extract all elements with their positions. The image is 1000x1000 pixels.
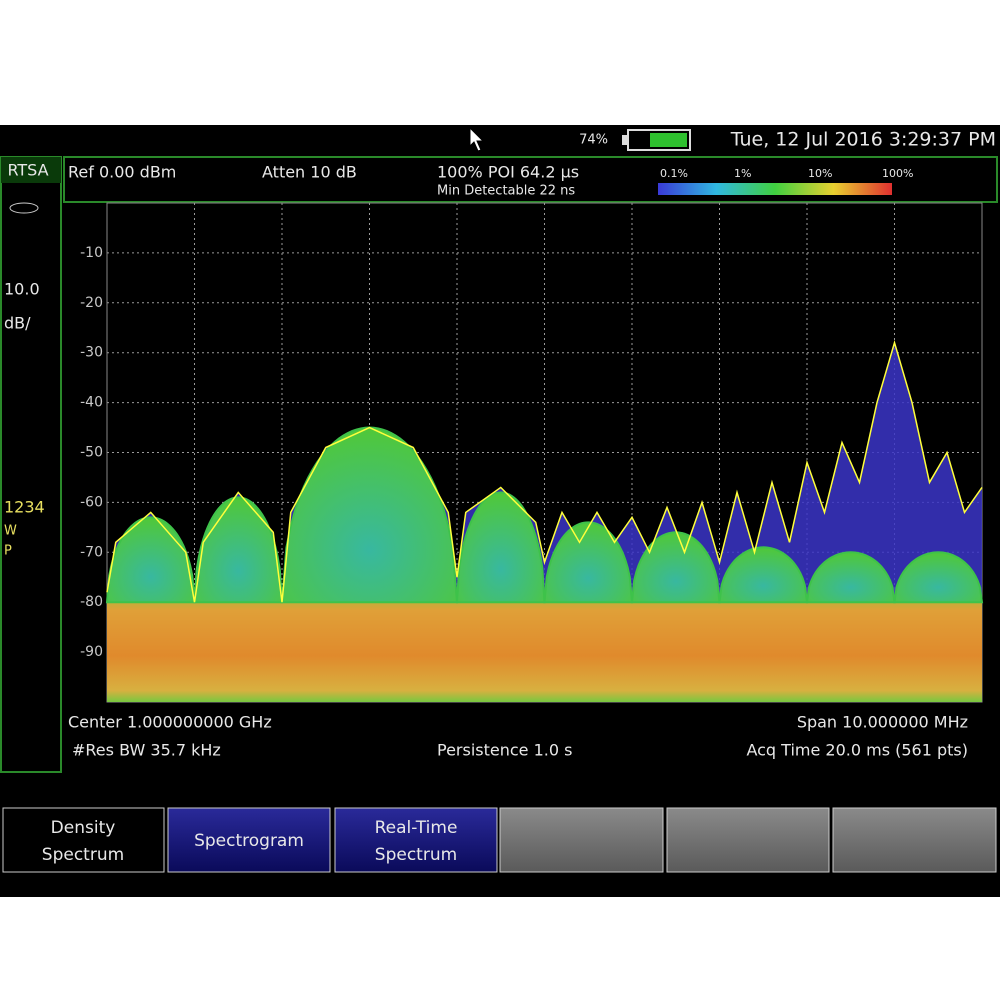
scale-unit: dB/ <box>4 314 31 333</box>
density-colorbar <box>658 183 892 195</box>
battery-level <box>650 133 687 147</box>
trace-w: W <box>4 524 17 539</box>
header-box <box>63 156 998 203</box>
density-lobe <box>543 521 634 604</box>
y-tick-label: -70 <box>80 544 103 560</box>
noise-band <box>107 587 982 702</box>
battery-percent: 74% <box>579 133 608 148</box>
softkey[interactable] <box>2 807 165 873</box>
y-tick-label: -10 <box>80 245 103 261</box>
density-lobe <box>105 516 196 604</box>
scale-value: 10.0 <box>4 280 40 299</box>
y-tick-label: -20 <box>80 295 103 311</box>
trace-line <box>106 340 983 603</box>
softkey[interactable] <box>499 807 664 873</box>
mode-label: RTSA <box>7 161 48 180</box>
poi: 100% POI 64.2 µs <box>437 163 579 182</box>
persistence: Persistence 1.0 s <box>437 741 572 760</box>
softkey-label: Real-Time <box>375 818 458 838</box>
softkey-label: Density <box>51 818 116 838</box>
acq-time: Acq Time 20.0 ms (561 pts) <box>746 741 968 760</box>
colorbar-label: 100% <box>882 167 913 180</box>
softkey-label: Spectrum <box>42 845 124 865</box>
datetime: Tue, 12 Jul 2016 3:29:37 PM <box>730 129 996 151</box>
softkey[interactable] <box>832 807 997 873</box>
softkey[interactable] <box>334 807 498 873</box>
center-freq: Center 1.000000000 GHz <box>68 713 272 732</box>
attenuation: Atten 10 dB <box>262 163 357 182</box>
density-lobe <box>455 491 546 604</box>
span: Span 10.000000 MHz <box>797 713 968 732</box>
trace-p: P <box>4 544 12 559</box>
softkey[interactable] <box>666 807 830 873</box>
softkey-label: Spectrum <box>375 845 457 865</box>
y-tick-label: -60 <box>80 494 103 510</box>
rbw: #Res BW 35.7 kHz <box>72 741 221 760</box>
battery-tip <box>622 135 628 145</box>
y-tick-label: -40 <box>80 395 103 411</box>
y-tick-label: -30 <box>80 345 103 361</box>
ref-level: Ref 0.00 dBm <box>68 163 176 182</box>
colorbar-label: 0.1% <box>660 167 688 180</box>
density-lobe <box>805 551 896 604</box>
softkey[interactable] <box>167 807 331 873</box>
colorbar-label: 1% <box>734 167 751 180</box>
y-tick-label: -50 <box>80 445 103 461</box>
sweep-icon <box>9 202 39 214</box>
density-lobe <box>893 551 984 604</box>
y-tick-label: -90 <box>80 644 103 660</box>
softkey-label: Spectrogram <box>194 831 304 851</box>
colorbar-label: 10% <box>808 167 832 180</box>
mode-box <box>1 157 61 183</box>
density-lobe <box>280 426 459 604</box>
min-detectable: Min Detectable 22 ns <box>437 184 575 199</box>
mouse-cursor <box>469 126 485 152</box>
y-tick-label: -80 <box>80 594 103 610</box>
density-lobe <box>718 546 809 604</box>
trace-numbers: 1234 <box>4 498 45 517</box>
